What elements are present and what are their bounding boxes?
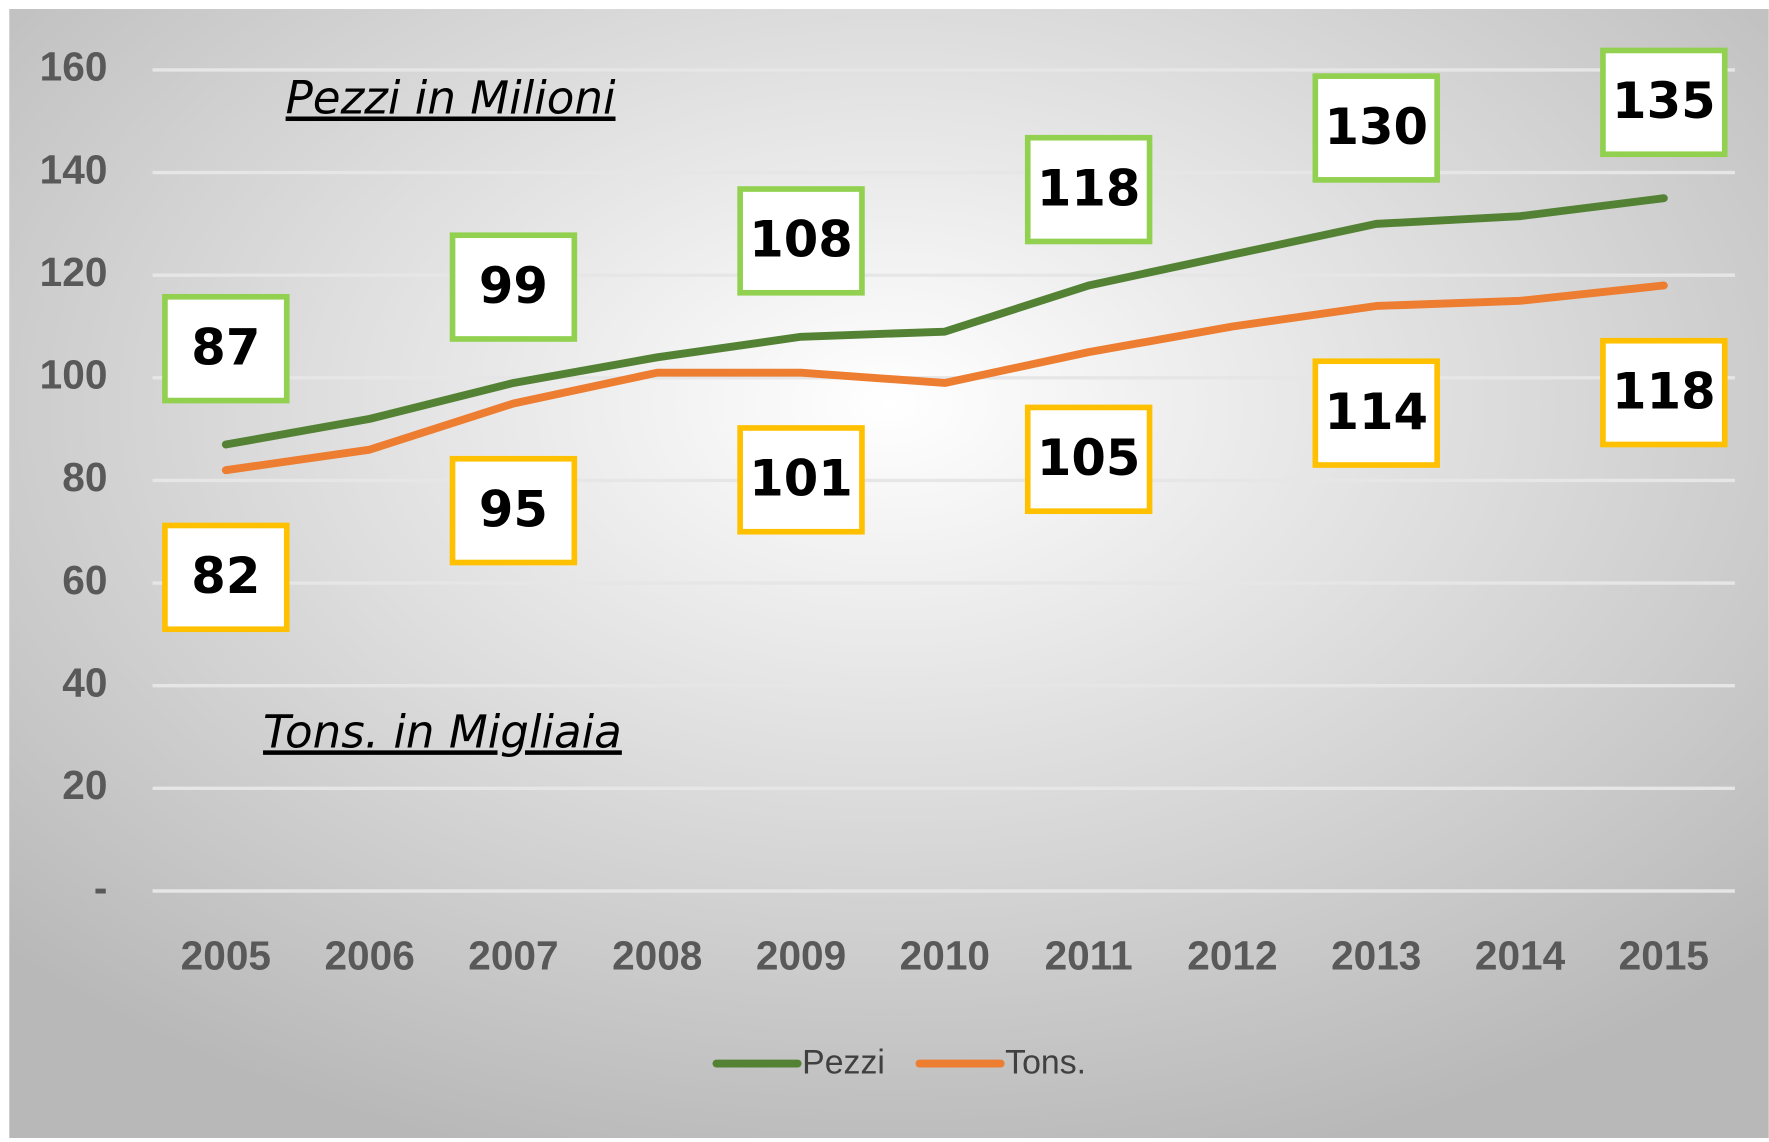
- data-label: 101: [749, 450, 853, 508]
- y-tick-label: 100: [40, 352, 108, 398]
- annotation: Pezzi in Milioni: [286, 72, 616, 125]
- data-label: 135: [1612, 72, 1716, 130]
- series-line: [221, 281, 1668, 475]
- data-label-box: [449, 232, 578, 342]
- y-tick-label: 20: [62, 762, 107, 808]
- data-label-box: [1312, 358, 1440, 468]
- data-label-box: [1600, 337, 1728, 448]
- data-label-box: [162, 522, 290, 633]
- background: [9, 9, 1769, 1138]
- data-label-box: [1312, 73, 1440, 183]
- x-tick-label: 2012: [1187, 932, 1277, 978]
- y-tick-label: -: [94, 865, 108, 911]
- data-label-box: [162, 293, 290, 404]
- data-label: 99: [479, 257, 548, 315]
- x-tick-label: 2005: [181, 932, 271, 978]
- data-label: 95: [479, 480, 548, 538]
- x-tick-label: 2014: [1475, 932, 1566, 978]
- y-tick-label: 140: [40, 146, 108, 192]
- data-label: 118: [1037, 159, 1141, 217]
- data-label: 87: [191, 318, 260, 376]
- y-tick-label: 160: [40, 44, 108, 90]
- y-tick-label: 80: [62, 454, 107, 500]
- x-tick-label: 2011: [1045, 932, 1133, 978]
- x-tick-label: 2010: [900, 932, 990, 978]
- data-label: 114: [1324, 383, 1428, 441]
- data-label-box: [1600, 47, 1728, 158]
- data-label: 105: [1037, 429, 1141, 487]
- x-tick-label: 2008: [612, 932, 702, 978]
- x-tick-label: 2015: [1619, 932, 1709, 978]
- legend-label: Tons.: [1005, 1044, 1086, 1082]
- data-label-box: [1024, 134, 1153, 245]
- y-tick-label: 40: [62, 659, 107, 705]
- x-tick-label: 2009: [756, 932, 846, 978]
- data-label-box: [449, 455, 578, 566]
- x-tick-label: 2007: [468, 932, 558, 978]
- data-label: 108: [749, 211, 853, 269]
- y-tick-label: 60: [62, 557, 107, 603]
- y-tick-label: 120: [40, 249, 108, 295]
- data-label: 82: [191, 547, 260, 605]
- data-label: 118: [1612, 362, 1716, 420]
- x-tick-label: 2013: [1331, 932, 1421, 978]
- data-label-box: [737, 186, 865, 296]
- annotation: Tons. in Migliaia: [263, 705, 622, 758]
- data-label-box: [737, 425, 865, 535]
- x-tick-label: 2006: [324, 932, 414, 978]
- data-label-box: [1024, 404, 1153, 515]
- legend-label: Pezzi: [802, 1044, 885, 1082]
- data-label: 130: [1324, 98, 1428, 156]
- series-line: [221, 194, 1668, 449]
